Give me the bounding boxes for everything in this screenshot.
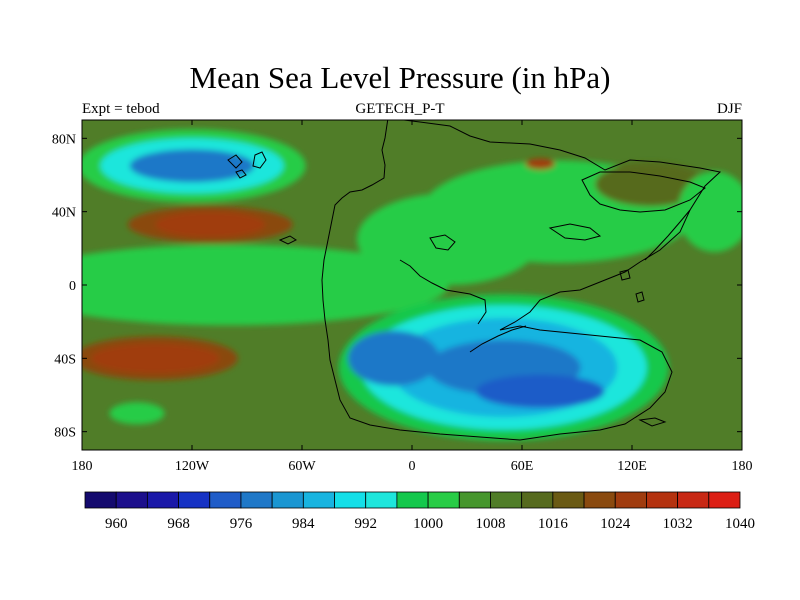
colorbar-swatch-18 xyxy=(646,491,679,509)
colorbar-swatch-2 xyxy=(146,491,179,509)
main-continent-coastline xyxy=(321,120,722,441)
latitude-axis: 80N 40N 0 40S 80S xyxy=(52,132,742,441)
east-asia-high-contour-1 xyxy=(595,162,706,207)
lat-label-3: 40S xyxy=(54,352,76,367)
tropical-band-contour-1 xyxy=(82,244,449,326)
asia-red-spot-contour-1 xyxy=(525,158,555,170)
lon-label-4: 60E xyxy=(511,459,534,474)
asia-coast-fragment xyxy=(548,223,602,241)
colorbar-label-7: 1016 xyxy=(538,516,569,532)
colorbar-swatch-9 xyxy=(365,491,398,509)
arctic-island xyxy=(235,169,247,179)
lon-label-1: 120W xyxy=(175,459,210,474)
colorbar-swatch-6 xyxy=(271,491,304,509)
model-label: GETECH_P-T xyxy=(355,101,445,117)
south-pacific-high-contour-2 xyxy=(91,343,220,373)
colorbar-swatch-20 xyxy=(708,491,741,509)
colorbar-label-10: 1040 xyxy=(725,516,755,532)
colorbar-swatch-11 xyxy=(427,491,460,509)
experiment-label: Expt = tebod xyxy=(82,101,160,117)
lon-label-3: 0 xyxy=(409,459,416,474)
colorbar-label-8: 1024 xyxy=(600,516,631,532)
north-africa-green-contour-1 xyxy=(357,193,541,285)
colorbar-swatch-12 xyxy=(458,491,491,509)
colorbar-swatch-15 xyxy=(552,491,585,509)
season-label: DJF xyxy=(716,101,742,117)
south-atlantic-low-contour-1 xyxy=(347,330,440,386)
colorbar-swatch-16 xyxy=(583,491,616,509)
coastlines xyxy=(227,120,722,441)
east-island-chain xyxy=(644,209,691,261)
lon-label-5: 120E xyxy=(617,459,647,474)
colorbar-swatch-0 xyxy=(84,491,117,509)
colorbar-swatch-4 xyxy=(209,491,242,509)
colorbar-label-3: 984 xyxy=(292,516,315,532)
antarctic-fragment xyxy=(638,417,667,427)
greenland-fragment-2 xyxy=(252,151,267,169)
arabia-arc xyxy=(399,259,487,325)
colorbar-label-5: 1000 xyxy=(413,516,443,532)
colorbar-swatch-14 xyxy=(521,491,554,509)
greenland-fragment-1 xyxy=(227,154,243,169)
colorbar-swatch-17 xyxy=(614,491,647,509)
colorbar-swatch-3 xyxy=(178,491,211,509)
colorbar-label-1: 968 xyxy=(167,516,190,532)
colorbar-label-9: 1032 xyxy=(663,516,693,532)
pressure-contours xyxy=(82,129,742,441)
lon-label-2: 60W xyxy=(288,459,316,474)
north-pacific-low-contour-3 xyxy=(129,149,255,183)
lat-label-0: 80N xyxy=(52,132,76,147)
colorbar-swatch-10 xyxy=(396,491,429,509)
central-inner-coast xyxy=(429,234,456,251)
small-island-a xyxy=(619,269,631,281)
small-island-b xyxy=(635,291,645,303)
map-title: Mean Sea Level Pressure (in hPa) xyxy=(189,60,611,95)
lon-label-0: 180 xyxy=(72,459,93,474)
colorbar-label-2: 976 xyxy=(230,516,253,532)
northeast-inland-outline xyxy=(581,171,706,213)
southern-arc xyxy=(469,325,527,353)
colorbar-label-0: 960 xyxy=(105,516,128,532)
lat-label-4: 80S xyxy=(54,426,76,441)
south-pacific-green-contour-1 xyxy=(109,402,165,425)
lat-label-1: 40N xyxy=(52,206,76,221)
colorbar-swatch-19 xyxy=(677,491,710,509)
central-low-cell-contour-1 xyxy=(476,374,605,408)
atlantic-islands xyxy=(278,235,297,245)
colorbar-label-4: 992 xyxy=(354,516,377,532)
colorbar-label-6: 1008 xyxy=(476,516,506,532)
colorbar-swatch-8 xyxy=(334,491,367,509)
lat-label-2: 0 xyxy=(69,279,76,294)
lon-label-6: 180 xyxy=(732,459,753,474)
colorbar-swatch-7 xyxy=(302,491,335,509)
colorbar-swatch-5 xyxy=(240,491,273,509)
longitude-axis: 180 120W 60W 0 60E 120E 180 xyxy=(72,120,753,474)
colorbar-swatch-13 xyxy=(490,491,523,509)
colorbar: 960 968 976 984 992 1000 1008 1016 1024 1032 1040 xyxy=(84,491,755,532)
west-pacific-green-contour-1 xyxy=(677,171,742,252)
colorbar-swatch-1 xyxy=(115,491,148,509)
north-pacific-high-contour-2 xyxy=(155,211,266,238)
